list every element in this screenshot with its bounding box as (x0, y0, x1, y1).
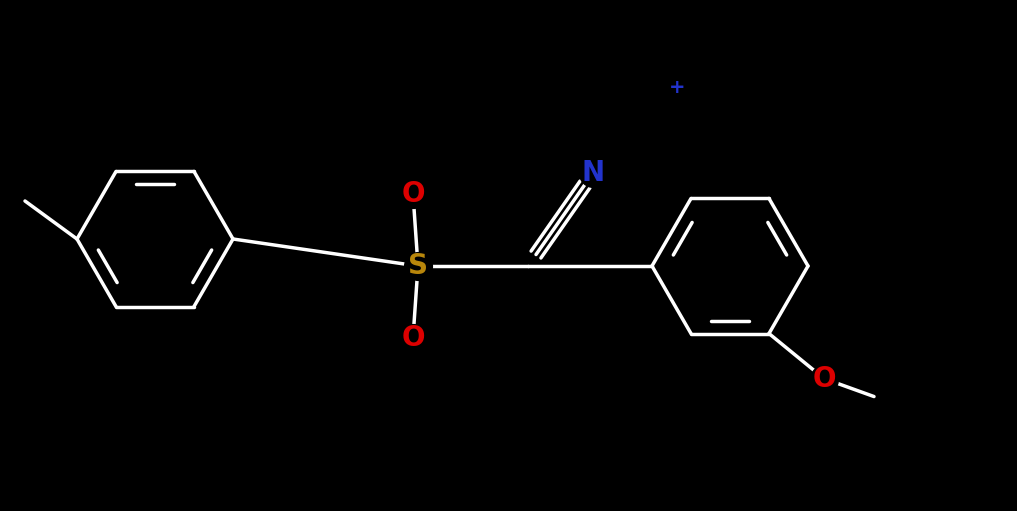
Text: O: O (402, 180, 425, 208)
Text: +: + (669, 78, 685, 97)
Text: S: S (408, 252, 428, 280)
Text: O: O (402, 324, 425, 352)
Text: O: O (813, 364, 836, 392)
Text: N: N (582, 159, 604, 187)
